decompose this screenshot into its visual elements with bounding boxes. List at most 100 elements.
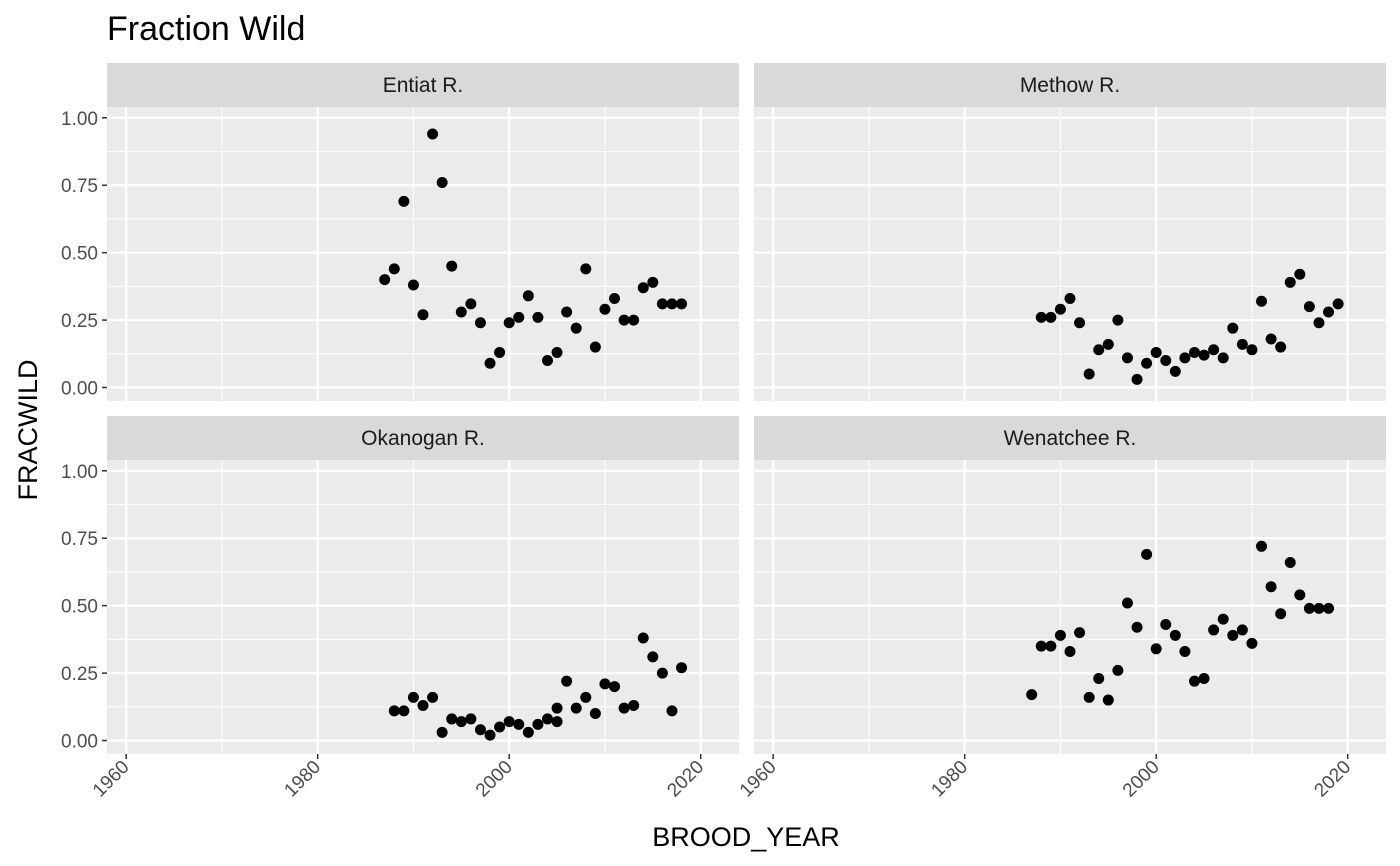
- data-point: [666, 298, 678, 310]
- data-point: [618, 314, 630, 326]
- data-point: [1141, 548, 1153, 560]
- y-tick-label: 0.75: [61, 176, 98, 197]
- y-tick-label: 0.50: [61, 244, 98, 265]
- data-point: [1303, 602, 1315, 614]
- data-point: [551, 716, 563, 728]
- data-point: [1217, 352, 1229, 364]
- data-point: [1313, 602, 1325, 614]
- data-point: [522, 290, 534, 302]
- data-point: [1035, 311, 1047, 323]
- data-point: [628, 699, 640, 711]
- data-point: [580, 263, 592, 275]
- data-point: [1074, 317, 1086, 329]
- data-point: [676, 298, 688, 310]
- data-point: [599, 678, 611, 690]
- data-point: [1275, 608, 1287, 620]
- data-point: [1256, 540, 1268, 552]
- data-point: [1275, 341, 1287, 353]
- facet-strip: [754, 63, 1386, 107]
- data-point: [1150, 643, 1162, 655]
- y-tick-label: 0.00: [61, 379, 98, 400]
- data-point: [1313, 317, 1325, 329]
- y-axis-title: FRACWILD: [13, 360, 43, 501]
- facet-panel: Entiat R. 0.00 0.25 0.50 0.75 1.00: [61, 63, 739, 401]
- data-point: [427, 128, 439, 140]
- data-point: [561, 675, 573, 687]
- data-point: [1227, 322, 1239, 334]
- facet-strip-label: Entiat R.: [383, 74, 464, 97]
- data-point: [561, 306, 573, 318]
- data-point: [503, 716, 515, 728]
- y-tick-label: 1.00: [61, 462, 98, 483]
- data-point: [436, 726, 448, 738]
- data-point: [455, 306, 467, 318]
- data-point: [1284, 556, 1296, 568]
- data-point: [1208, 624, 1220, 636]
- data-point: [647, 276, 659, 288]
- data-point: [1198, 349, 1210, 361]
- data-point: [1179, 352, 1191, 364]
- x-axis-title: BROOD_YEAR: [652, 822, 840, 852]
- facet-strip: [107, 416, 739, 460]
- data-point: [676, 662, 688, 674]
- data-point: [1074, 627, 1086, 639]
- data-point: [589, 341, 601, 353]
- data-point: [618, 702, 630, 714]
- data-point: [513, 718, 525, 730]
- data-point: [407, 279, 419, 291]
- data-point: [1169, 365, 1181, 377]
- data-point: [1112, 314, 1124, 326]
- data-point: [1227, 629, 1239, 641]
- data-point: [513, 311, 525, 323]
- y-tick-label: 0.00: [61, 732, 98, 753]
- facet-strip-label: Methow R.: [1020, 74, 1120, 97]
- panel-background: [754, 460, 1386, 754]
- data-point: [1045, 311, 1057, 323]
- data-point: [1188, 675, 1200, 687]
- data-point: [1064, 646, 1076, 658]
- data-point: [379, 274, 391, 286]
- data-point: [637, 282, 649, 294]
- data-point: [388, 705, 400, 717]
- data-point: [551, 346, 563, 358]
- data-point: [1131, 621, 1143, 633]
- facet-strip: [754, 416, 1386, 460]
- facet-panel: Methow R.: [754, 63, 1386, 401]
- data-point: [609, 293, 621, 305]
- data-point: [637, 632, 649, 644]
- data-point: [1054, 629, 1066, 641]
- data-point: [1294, 589, 1306, 601]
- data-point: [1121, 597, 1133, 609]
- data-point: [647, 651, 659, 663]
- data-point: [446, 713, 458, 725]
- facet-panel: Wenatchee R.1960 1980 2000 2020: [736, 416, 1386, 801]
- data-point: [656, 298, 668, 310]
- data-point: [551, 702, 563, 714]
- data-point: [1121, 352, 1133, 364]
- data-point: [1112, 664, 1124, 676]
- data-point: [455, 716, 467, 728]
- data-point: [666, 705, 678, 717]
- data-point: [446, 260, 458, 272]
- data-point: [494, 721, 506, 733]
- data-point: [503, 317, 515, 329]
- y-tick-label: 0.25: [61, 664, 98, 685]
- facet-panels: Entiat R. 0.00 0.25 0.50 0.75 1.00 Methow R. Ok…: [61, 63, 1386, 801]
- data-point: [656, 667, 668, 679]
- data-point: [1236, 624, 1248, 636]
- facet-strip-label: Okanogan R.: [361, 427, 485, 450]
- data-point: [484, 729, 496, 741]
- data-point: [1141, 357, 1153, 369]
- data-point: [580, 691, 592, 703]
- y-tick-label: 0.25: [61, 311, 98, 332]
- y-tick-label: 0.75: [61, 529, 98, 550]
- data-point: [1160, 355, 1172, 367]
- data-point: [1208, 344, 1220, 356]
- facet-strip-label: Wenatchee R.: [1004, 427, 1137, 450]
- data-point: [570, 322, 582, 334]
- data-point: [427, 691, 439, 703]
- data-point: [1236, 338, 1248, 350]
- data-point: [484, 357, 496, 369]
- data-point: [532, 718, 544, 730]
